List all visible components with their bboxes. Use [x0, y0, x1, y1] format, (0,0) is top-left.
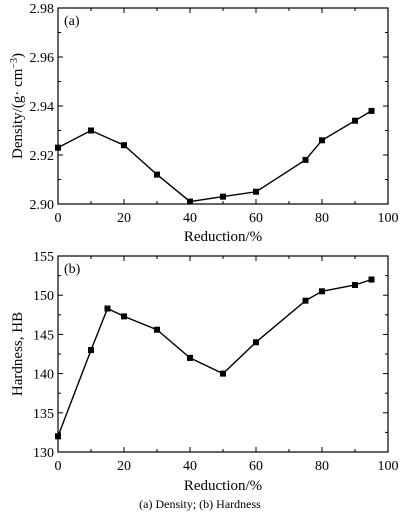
y-tick-label: 150 [33, 289, 54, 304]
x-tick-label: 40 [183, 459, 197, 474]
x-tick-label: 60 [249, 211, 263, 226]
data-point [253, 188, 259, 195]
chart-panel-b: 0 20 40 60 80 100 130 135 140 145 150 155 (b) Reducti… [10, 250, 399, 494]
y-tick-label: 135 [33, 407, 54, 422]
x-tick-label: 100 [378, 459, 399, 474]
data-point [368, 276, 375, 283]
figure-caption: (a) Density; (b) Hardness [139, 497, 261, 511]
x-tick-label: 80 [315, 211, 329, 226]
y-tick-label: 2.90 [30, 198, 55, 213]
x-tick-label: 80 [315, 459, 329, 474]
data-point [352, 282, 358, 289]
y-tick-label: 130 [33, 446, 54, 461]
y-tick-label: 2.98 [30, 2, 55, 17]
y-tick-label: 2.92 [30, 149, 55, 164]
data-point [55, 433, 61, 440]
y-tick-label: 2.96 [30, 51, 55, 66]
plot-frame [57, 255, 389, 453]
x-tick-label: 0 [55, 211, 62, 226]
x-tick-label: 40 [183, 211, 197, 226]
panel-label: (a) [64, 14, 80, 29]
x-axis-label: Reduction/% [184, 478, 262, 494]
data-point [319, 137, 325, 144]
x-tick-label: 20 [117, 211, 131, 226]
data-point [187, 198, 193, 205]
x-tick-label: 100 [378, 211, 399, 226]
y-tick-label: 145 [33, 328, 54, 343]
data-point [220, 370, 226, 377]
data-point [88, 127, 94, 134]
y-axis-label: Hardness, HB [10, 312, 26, 396]
panel-label: (b) [64, 262, 81, 277]
data-point [220, 193, 226, 200]
series-line [57, 110, 372, 203]
series-line [57, 278, 372, 437]
data-point [187, 354, 193, 361]
x-tick-label: 20 [117, 459, 131, 474]
data-point [55, 144, 61, 151]
data-point [104, 305, 111, 312]
data-point [88, 347, 94, 354]
data-point [302, 297, 309, 304]
data-point [121, 142, 127, 149]
y-tick-label: 155 [33, 250, 54, 265]
data-point [352, 117, 358, 124]
x-tick-label: 60 [249, 459, 263, 474]
data-point [154, 171, 160, 178]
y-tick-label: 140 [33, 368, 54, 383]
data-point [253, 339, 259, 346]
y-tick-label: 2.94 [30, 100, 55, 115]
data-point [121, 313, 127, 320]
data-point [302, 156, 309, 163]
x-axis-label: Reduction/% [184, 229, 262, 245]
plot-frame [57, 7, 389, 205]
data-point [368, 107, 375, 114]
x-tick-label: 0 [55, 459, 62, 474]
y-axis-label: Density/(g· cm−3) [9, 53, 26, 159]
data-point [154, 326, 160, 333]
data-point [319, 288, 325, 295]
chart-panel-a: 0 20 40 60 80 100 2.90 2.92 2.94 2.96 2.98 (a) Reduc… [9, 2, 399, 245]
